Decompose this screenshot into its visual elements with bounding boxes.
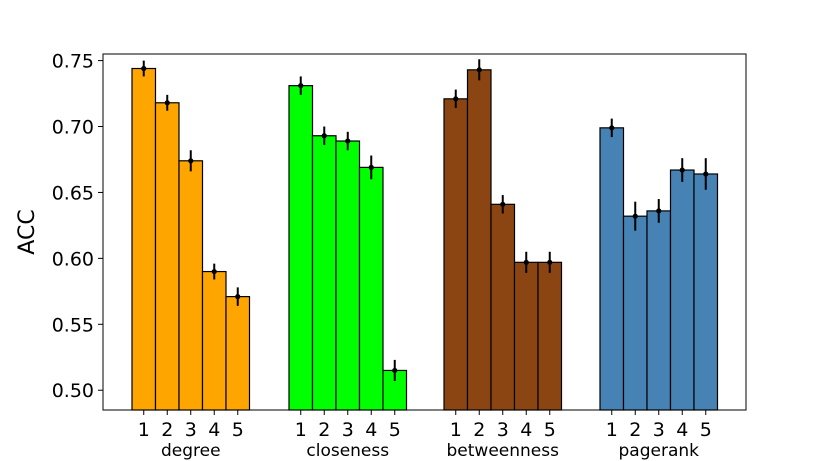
x-tick-label: 4 [520,419,532,441]
mean-point-degree-2 [164,100,170,106]
y-tick-label: 0.55 [52,314,94,336]
x-tick-label: 1 [138,419,150,441]
mean-point-degree-1 [141,65,147,72]
mean-point-closeness-5 [392,367,398,374]
group-label-degree: degree [161,441,221,461]
x-tick-label: 4 [208,419,220,441]
mean-point-betweenness-2 [476,67,482,73]
mean-point-closeness-1 [298,83,304,89]
x-tick-label: 5 [700,419,712,441]
x-tick-label: 2 [318,419,330,441]
y-tick-label: 0.70 [52,117,94,139]
bars-layer [131,67,719,411]
x-tick-label: 2 [473,419,485,441]
bar-degree-3 [178,160,204,411]
bar-pagerank-4 [669,169,695,411]
bar-closeness-4 [358,166,384,411]
x-tick-label: 3 [185,419,197,441]
x-tick-label: 5 [232,419,244,441]
bar-betweenness-2 [466,69,492,411]
mean-point-degree-5 [235,294,241,300]
x-tick-label: 3 [342,419,354,441]
x-tick-label: 3 [497,419,509,441]
y-axis-label: ACC [15,209,40,254]
group-label-closeness: closeness [306,441,389,461]
bar-closeness-3 [335,140,361,411]
bar-pagerank-2 [622,215,648,411]
x-tick-label: 2 [161,419,173,441]
bar-closeness-1 [288,85,314,411]
mean-point-closeness-4 [368,164,374,170]
mean-point-pagerank-4 [679,167,685,173]
y-tick-label: 0.65 [52,182,94,204]
mean-point-betweenness-3 [500,201,506,207]
group-label-betweenness: betweenness [447,441,560,461]
x-tick-label: 3 [653,419,665,441]
x-tick-label: 2 [629,419,641,441]
bar-degree-4 [201,270,227,411]
mean-point-pagerank-3 [656,208,662,214]
mean-point-betweenness-4 [523,259,529,265]
y-axis: 0.50 0.55 0.60 0.65 0.70 0.75 [52,51,103,402]
bar-betweenness-3 [490,203,516,411]
x-tick-label: 5 [544,419,556,441]
mean-point-betweenness-5 [547,259,553,265]
group-label-pagerank: pagerank [619,441,700,461]
error-bars-layer [141,59,709,381]
y-tick-label: 0.75 [52,51,94,73]
mean-point-degree-4 [211,268,217,275]
bar-pagerank-3 [646,210,672,411]
bar-betweenness-1 [443,98,469,411]
bar-betweenness-5 [537,261,563,411]
bar-pagerank-5 [693,173,719,411]
y-tick-label: 0.50 [52,380,94,402]
mean-point-degree-3 [188,158,194,164]
x-tick-label: 1 [295,419,307,441]
x-tick-label: 1 [606,419,618,441]
x-tick-label: 4 [676,419,688,441]
mean-point-betweenness-1 [453,96,459,102]
bar-closeness-2 [311,135,337,411]
mean-point-pagerank-5 [703,171,709,177]
bar-degree-5 [225,296,251,411]
bar-betweenness-4 [513,261,539,411]
x-tick-label: 5 [389,419,401,441]
x-tick-label: 4 [365,419,377,441]
mean-point-closeness-3 [345,138,351,144]
x-tick-label: 1 [450,419,462,441]
plot-frame [102,53,747,411]
mean-point-pagerank-1 [609,125,615,131]
y-tick-label: 0.60 [52,248,94,270]
bar-degree-1 [131,67,157,411]
mean-point-pagerank-2 [632,213,638,219]
bar-degree-2 [154,102,180,411]
mean-point-closeness-2 [321,133,327,139]
bar-pagerank-1 [599,127,625,411]
